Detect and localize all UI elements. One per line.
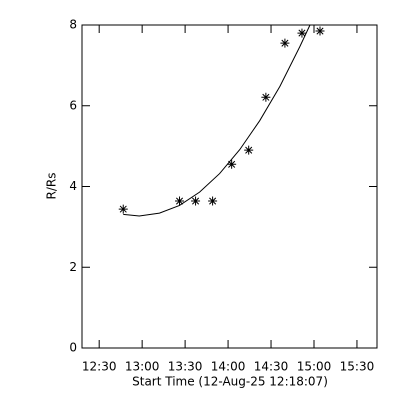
y-tick-label: 0 — [69, 341, 77, 355]
data-point — [208, 196, 218, 206]
x-tick-label: 12:30 — [82, 360, 117, 374]
data-point — [261, 92, 271, 102]
x-tick-label: 13:30 — [168, 360, 203, 374]
data-point — [191, 196, 201, 206]
y-tick-label: 8 — [69, 18, 77, 32]
y-axis-label: R/Rs — [45, 173, 59, 200]
x-tick-label: 14:30 — [254, 360, 289, 374]
x-tick-label: 14:00 — [211, 360, 246, 374]
data-point — [244, 145, 254, 155]
y-tick-label: 4 — [69, 179, 77, 193]
plot-frame — [81, 24, 378, 349]
data-point — [315, 26, 325, 36]
x-tick-label: 13:00 — [125, 360, 160, 374]
x-tick-label: 15:30 — [340, 360, 375, 374]
data-point — [175, 196, 185, 206]
y-tick-label: 6 — [69, 98, 77, 112]
y-tick-label: 2 — [69, 260, 77, 274]
data-point — [227, 159, 237, 169]
data-point — [297, 28, 307, 38]
x-axis-label: Start Time (12-Aug-25 12:18:07) — [132, 375, 328, 389]
x-tick-label: 15:00 — [297, 360, 332, 374]
data-point — [280, 38, 290, 48]
fit-line — [123, 24, 311, 217]
data-point — [118, 204, 128, 214]
